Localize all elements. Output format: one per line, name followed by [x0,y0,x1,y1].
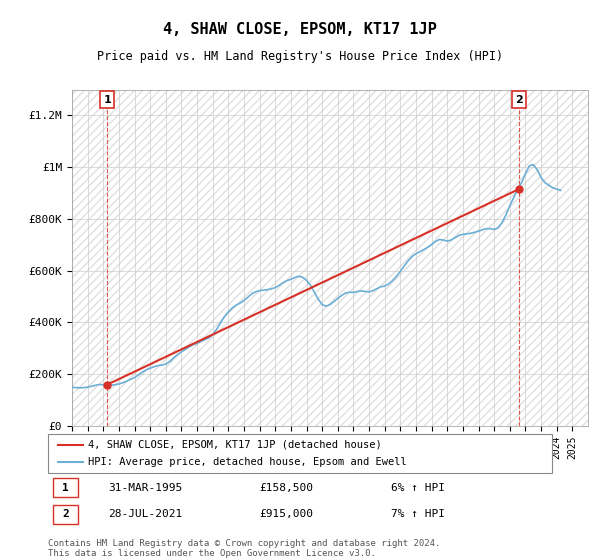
Text: 2: 2 [62,509,69,519]
Text: 6% ↑ HPI: 6% ↑ HPI [391,483,445,493]
Text: 31-MAR-1995: 31-MAR-1995 [109,483,183,493]
Text: £915,000: £915,000 [260,509,314,519]
Text: 7% ↑ HPI: 7% ↑ HPI [391,509,445,519]
Text: 4, SHAW CLOSE, EPSOM, KT17 1JP: 4, SHAW CLOSE, EPSOM, KT17 1JP [163,22,437,38]
Text: Price paid vs. HM Land Registry's House Price Index (HPI): Price paid vs. HM Land Registry's House … [97,50,503,63]
Text: Contains HM Land Registry data © Crown copyright and database right 2024.
This d: Contains HM Land Registry data © Crown c… [48,539,440,558]
Text: £158,500: £158,500 [260,483,314,493]
Text: 1: 1 [103,95,111,105]
Text: 28-JUL-2021: 28-JUL-2021 [109,509,183,519]
Text: 4, SHAW CLOSE, EPSOM, KT17 1JP (detached house): 4, SHAW CLOSE, EPSOM, KT17 1JP (detached… [88,440,382,450]
Text: 2: 2 [515,95,523,105]
FancyBboxPatch shape [53,478,78,497]
FancyBboxPatch shape [48,434,552,473]
Text: HPI: Average price, detached house, Epsom and Ewell: HPI: Average price, detached house, Epso… [88,457,407,467]
FancyBboxPatch shape [53,505,78,524]
Text: 1: 1 [62,483,69,493]
